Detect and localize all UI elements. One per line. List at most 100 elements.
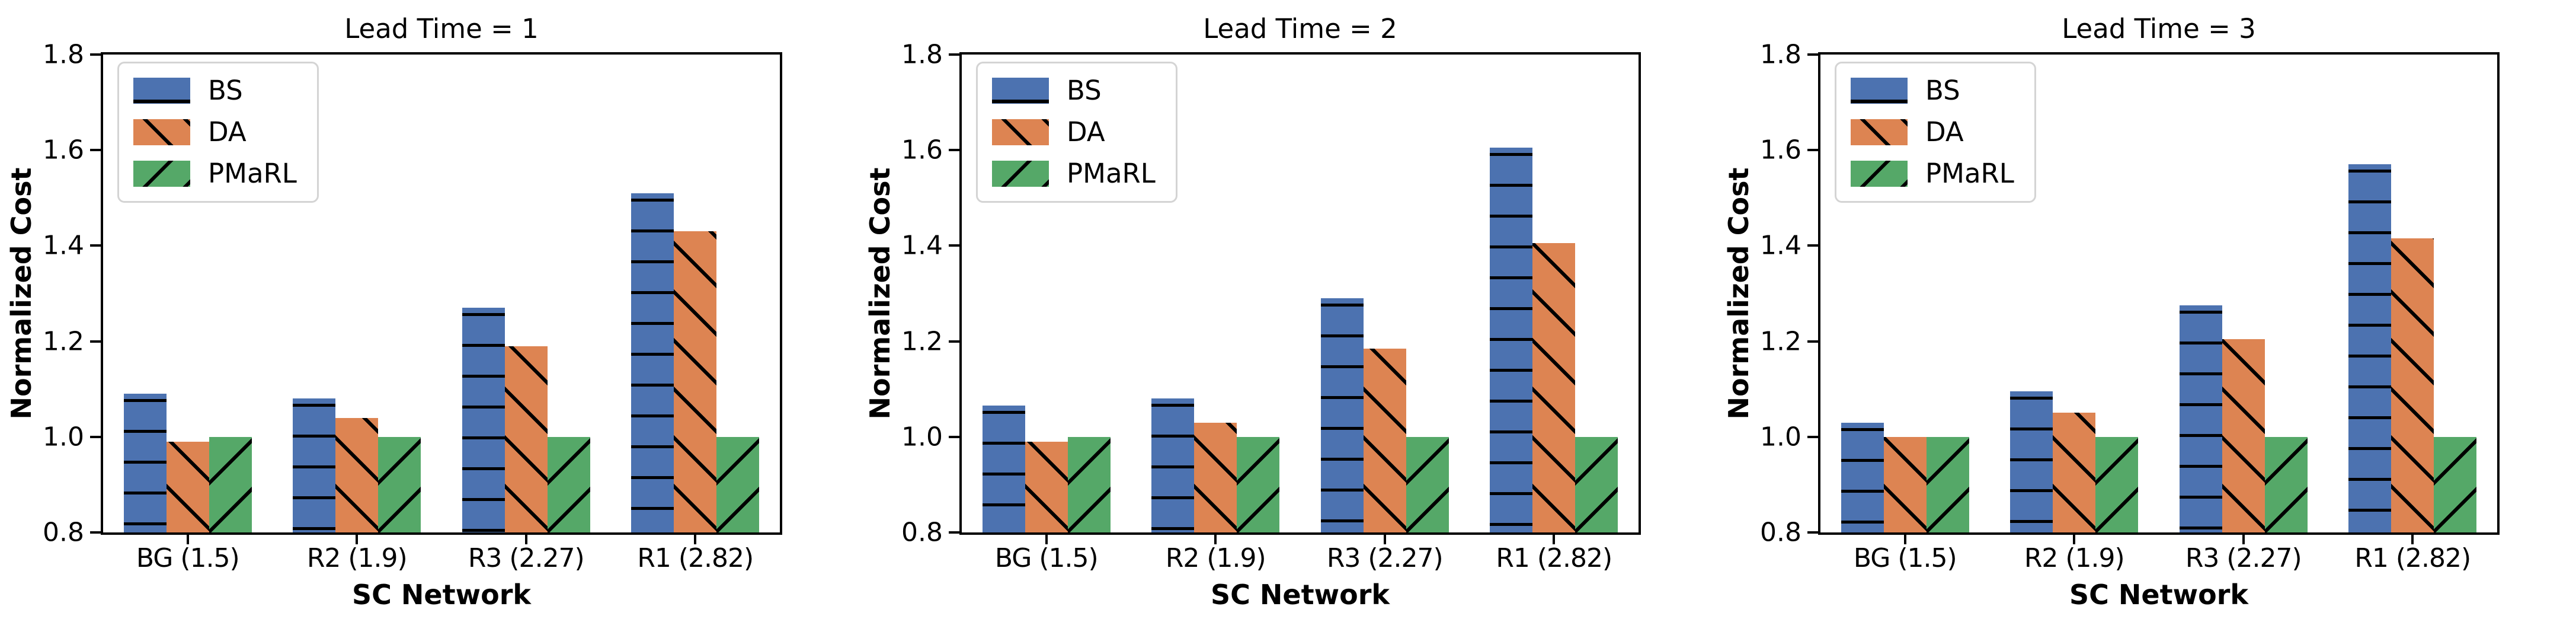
bar-bs-1 xyxy=(1151,398,1195,532)
y-tick-mark xyxy=(1807,53,1818,56)
bar-da-2 xyxy=(504,346,548,532)
y-tick-mark xyxy=(1807,244,1818,247)
legend-swatch-pmarl-icon xyxy=(992,161,1049,187)
bar-bs-2 xyxy=(1320,298,1364,532)
y-tick-label: 1.0 xyxy=(1760,422,1801,452)
y-tick-label: 1.2 xyxy=(43,326,84,357)
x-tick-label: BG (1.5) xyxy=(1853,543,1957,573)
bar-da-3 xyxy=(1532,243,1576,532)
x-axis-label: SC Network xyxy=(1211,579,1390,611)
legend: BS DA PMaRL xyxy=(1835,62,2036,203)
y-tick-label: 1.2 xyxy=(1760,326,1801,357)
x-tick-label: R2 (1.9) xyxy=(306,543,408,573)
x-tick-mark xyxy=(1383,535,1386,544)
y-tick-label: 0.8 xyxy=(43,517,84,548)
legend-swatch-da-icon xyxy=(133,119,190,145)
bar-pmarl-2 xyxy=(1406,437,1449,532)
legend-item-pmarl: PMaRL xyxy=(992,159,1156,188)
bar-pmarl-0 xyxy=(1926,437,1969,532)
y-tick-mark xyxy=(1807,340,1818,343)
x-tick-label: BG (1.5) xyxy=(136,543,240,573)
y-tick-mark xyxy=(90,53,101,56)
y-tick-label: 1.0 xyxy=(901,422,943,452)
x-tick-label: R1 (2.82) xyxy=(2354,543,2471,573)
bar-pmarl-2 xyxy=(547,437,590,532)
x-tick-mark xyxy=(1903,535,1906,544)
bar-bs-2 xyxy=(462,308,505,532)
bar-pmarl-1 xyxy=(378,437,421,532)
x-tick-mark xyxy=(2411,535,2414,544)
y-tick-label: 0.8 xyxy=(1760,517,1801,548)
plot-area: BS DA PMaRL xyxy=(1818,52,2500,535)
bar-da-0 xyxy=(166,442,209,532)
legend-label: DA xyxy=(1067,116,1105,148)
x-tick-mark xyxy=(524,535,527,544)
y-tick-label: 1.8 xyxy=(1760,39,1801,70)
y-tick-mark xyxy=(1807,435,1818,438)
y-tick-label: 0.8 xyxy=(901,517,943,548)
bar-pmarl-3 xyxy=(716,437,760,532)
bar-da-0 xyxy=(1025,442,1068,532)
legend-label: PMaRL xyxy=(1067,158,1156,189)
y-tick-mark xyxy=(949,244,959,247)
plot-area: BS DA PMaRL xyxy=(959,52,1641,535)
bar-bs-3 xyxy=(631,193,674,532)
bar-pmarl-3 xyxy=(1575,437,1618,532)
subplot-lead-time-2: Lead Time = 2 Normalized Cost SC Network 0.… xyxy=(859,0,1717,619)
x-axis-label: SC Network xyxy=(2069,579,2248,611)
bar-da-3 xyxy=(674,231,717,532)
bar-da-2 xyxy=(2222,339,2265,532)
x-tick-mark xyxy=(2242,535,2245,544)
x-tick-label: R3 (2.27) xyxy=(2185,543,2302,573)
bar-bs-3 xyxy=(2348,164,2392,532)
y-tick-mark xyxy=(90,244,101,247)
x-tick-mark xyxy=(2073,535,2076,544)
y-tick-mark xyxy=(1807,531,1818,534)
bar-da-0 xyxy=(1883,437,1927,532)
x-tick-label: BG (1.5) xyxy=(994,543,1099,573)
bar-pmarl-0 xyxy=(209,437,252,532)
bar-da-2 xyxy=(1363,349,1406,532)
bar-pmarl-3 xyxy=(2434,437,2477,532)
legend-label: BS xyxy=(1067,75,1102,106)
legend-item-bs: BS xyxy=(1851,76,2014,105)
plot-area: BS DA PMaRL xyxy=(101,52,782,535)
y-tick-label: 1.8 xyxy=(901,39,943,70)
x-tick-mark xyxy=(1045,535,1048,544)
x-tick-label: R2 (1.9) xyxy=(2024,543,2125,573)
bar-bs-1 xyxy=(2010,391,2053,532)
legend-item-pmarl: PMaRL xyxy=(1851,159,2014,188)
bar-da-1 xyxy=(1194,423,1237,532)
y-tick-mark xyxy=(1807,149,1818,152)
y-tick-mark xyxy=(90,149,101,152)
subplot-title: Lead Time = 1 xyxy=(344,13,539,44)
y-tick-mark xyxy=(90,531,101,534)
bar-bs-3 xyxy=(1490,148,1533,532)
bar-da-1 xyxy=(335,418,379,532)
legend-swatch-da-icon xyxy=(1851,119,1908,145)
bar-bs-0 xyxy=(982,406,1025,532)
y-axis-label: Normalized Cost xyxy=(5,167,37,420)
legend-item-da: DA xyxy=(1851,118,2014,146)
y-tick-label: 1.0 xyxy=(43,422,84,452)
y-tick-mark xyxy=(949,53,959,56)
bar-bs-2 xyxy=(2179,305,2222,532)
x-tick-mark xyxy=(694,535,697,544)
y-tick-label: 1.2 xyxy=(901,326,943,357)
y-axis-label: Normalized Cost xyxy=(1723,167,1755,420)
legend-swatch-da-icon xyxy=(992,119,1049,145)
y-tick-mark xyxy=(949,149,959,152)
y-tick-mark xyxy=(949,340,959,343)
bar-bs-0 xyxy=(1841,423,1884,532)
y-tick-label: 1.4 xyxy=(901,230,943,261)
legend-swatch-bs-icon xyxy=(992,78,1049,104)
y-tick-label: 1.6 xyxy=(1760,135,1801,165)
bar-bs-1 xyxy=(293,398,336,532)
legend-swatch-bs-icon xyxy=(133,78,190,104)
y-tick-label: 1.6 xyxy=(901,135,943,165)
y-tick-mark xyxy=(90,435,101,438)
bar-pmarl-0 xyxy=(1067,437,1111,532)
legend: BS DA PMaRL xyxy=(976,62,1177,203)
y-tick-mark xyxy=(90,340,101,343)
